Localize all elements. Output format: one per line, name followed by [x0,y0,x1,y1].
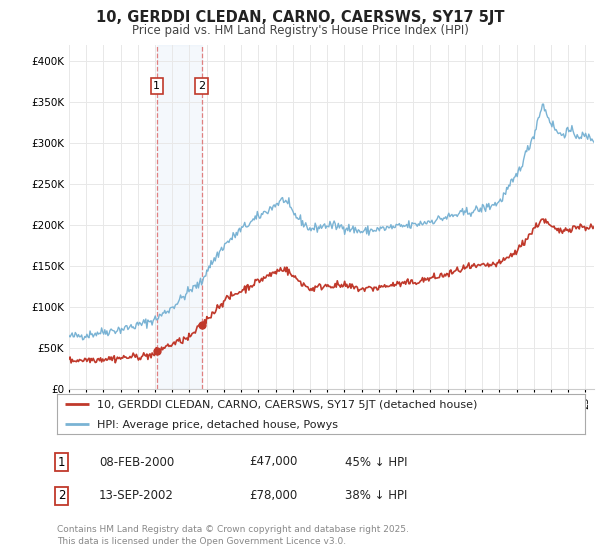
Text: £47,000: £47,000 [249,455,298,469]
Text: 1: 1 [153,81,160,91]
Text: Price paid vs. HM Land Registry's House Price Index (HPI): Price paid vs. HM Land Registry's House … [131,24,469,36]
Text: HPI: Average price, detached house, Powys: HPI: Average price, detached house, Powy… [97,420,338,430]
Text: 38% ↓ HPI: 38% ↓ HPI [345,489,407,502]
Text: 2: 2 [198,81,205,91]
Text: 13-SEP-2002: 13-SEP-2002 [99,489,174,502]
Text: 10, GERDDI CLEDAN, CARNO, CAERSWS, SY17 5JT: 10, GERDDI CLEDAN, CARNO, CAERSWS, SY17 … [96,10,504,25]
Text: 08-FEB-2000: 08-FEB-2000 [99,455,174,469]
Text: 2: 2 [58,489,65,502]
Text: 10, GERDDI CLEDAN, CARNO, CAERSWS, SY17 5JT (detached house): 10, GERDDI CLEDAN, CARNO, CAERSWS, SY17 … [97,400,477,409]
Text: 45% ↓ HPI: 45% ↓ HPI [345,455,407,469]
Bar [157,45,202,389]
Text: 1: 1 [58,455,65,469]
Text: £78,000: £78,000 [249,489,297,502]
Text: Contains HM Land Registry data © Crown copyright and database right 2025.
This d: Contains HM Land Registry data © Crown c… [57,525,409,546]
